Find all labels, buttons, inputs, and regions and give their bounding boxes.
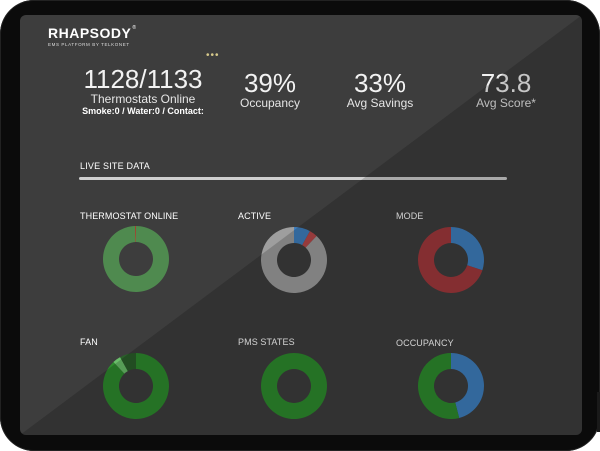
occupancy-segment-1[interactable] (451, 353, 484, 418)
fan-donut[interactable] (102, 352, 170, 420)
savings-stat: 33% Avg Savings (340, 69, 420, 110)
occupancy-value: 39% (243, 68, 297, 98)
thermostat-online-title: THERMOSTAT ONLINE (80, 211, 179, 221)
active-donut[interactable] (260, 226, 328, 294)
fan-segment-3[interactable] (120, 353, 136, 372)
active-segment-3[interactable] (261, 227, 327, 293)
logo-text: RHAPSODY (48, 25, 132, 41)
fan-segment-1[interactable] (103, 353, 169, 419)
pms-states-donut[interactable] (260, 352, 328, 420)
thermostat-online-segment-2[interactable] (135, 226, 136, 243)
active-segment-2[interactable] (302, 231, 317, 248)
pms-states-title: PMS STATES (238, 337, 295, 347)
fan-segment-2[interactable] (113, 357, 128, 374)
occupancy-stat: 39% Occupancy (234, 69, 306, 110)
score-stat: 73.8 Avg Score* (466, 69, 546, 110)
section-divider (79, 177, 507, 180)
registered-mark: ® (132, 25, 137, 31)
ellipsis-icon[interactable]: ••• (206, 50, 220, 61)
fan-title: FAN (80, 337, 98, 347)
score-value: 73.8 (480, 68, 532, 98)
live-site-data-title: LIVE SITE DATA (80, 161, 150, 171)
mode-segment-2[interactable] (418, 227, 483, 293)
brand-logo: RHAPSODY® EMS PLATFORM BY TELKONET (48, 25, 137, 47)
thermostats-value: 1128/1133 (83, 64, 203, 94)
dashboard-screen: RHAPSODY® EMS PLATFORM BY TELKONET ••• 1… (20, 15, 582, 435)
active-title: ACTIVE (238, 211, 272, 221)
occupancy-donut[interactable] (417, 352, 485, 420)
occupancy-segment-2[interactable] (418, 353, 460, 419)
pms-states-segment-1[interactable] (260, 353, 327, 419)
sensors-line: Smoke:0 / Water:0 / Contact: (82, 106, 204, 116)
thermostats-label: Thermostats Online (90, 92, 196, 106)
active-segment-1[interactable] (294, 227, 310, 246)
savings-value: 33% (353, 68, 407, 98)
thermostat-online-donut[interactable] (102, 225, 170, 293)
brand-subtitle: EMS PLATFORM BY TELKONET (48, 42, 130, 47)
savings-label: Avg Savings (346, 96, 414, 110)
mode-segment-1[interactable] (451, 227, 484, 271)
mode-donut[interactable] (417, 226, 485, 294)
occupancy-label: Occupancy (239, 96, 301, 110)
thermostats-stat: 1128/1133 Thermostats Online Smoke:0 / W… (78, 65, 208, 117)
side-button (597, 392, 600, 432)
thermostat-online-segment-1[interactable] (103, 226, 169, 292)
score-label: Avg Score* (476, 96, 536, 110)
occupancy-title: OCCUPANCY (396, 338, 454, 348)
mode-title: MODE (396, 211, 424, 221)
